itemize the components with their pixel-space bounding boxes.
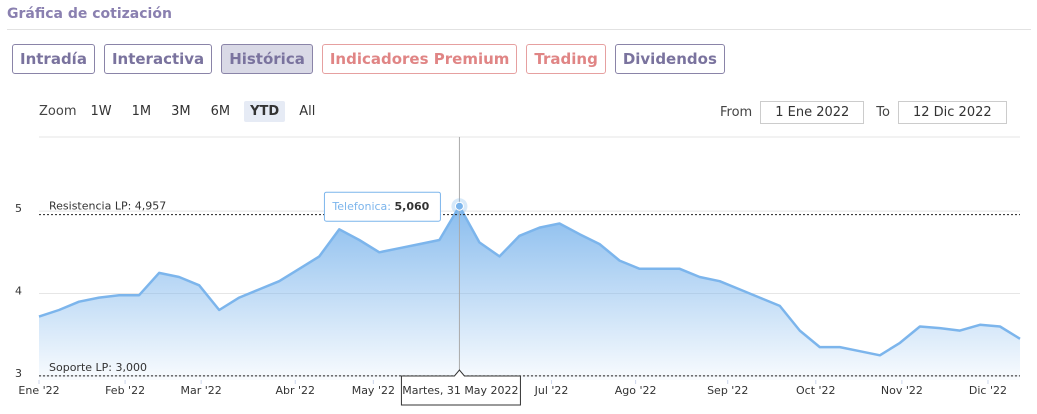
to-input[interactable]: 12 Dic 2022 <box>897 101 1007 124</box>
tab[interactable]: Intradía <box>12 44 95 74</box>
tooltip-series: Telefonica <box>331 200 387 213</box>
tooltip-value: 5,060 <box>395 200 430 213</box>
zoom-label: Zoom <box>39 104 77 119</box>
zoom-button[interactable]: 1W <box>90 104 112 119</box>
plot-line-label: Resistencia LP: 4,957 <box>49 200 166 213</box>
x-tick-label: Dic '22 <box>969 384 1007 397</box>
y-tick-label: 5 <box>15 202 22 215</box>
x-tick-label: Ago '22 <box>615 384 657 397</box>
area <box>39 206 1020 380</box>
tooltip-text: Telefonica: 5,060 <box>331 200 429 213</box>
y-tick-label: 4 <box>15 285 22 298</box>
x-tick-label: Oct '22 <box>796 384 836 397</box>
tooltip-sep: : <box>387 200 394 213</box>
zoom-button[interactable]: 6M <box>210 104 231 119</box>
plot-line-label: Soporte LP: 3,000 <box>49 361 147 374</box>
x-tick-label: Feb '22 <box>105 384 145 397</box>
date-range: From 1 Ene 2022 To 12 Dic 2022 <box>720 101 1019 124</box>
x-tick-label: Ene '22 <box>18 384 59 397</box>
zoom-button[interactable]: 1M <box>131 104 152 119</box>
tab[interactable]: Trading <box>526 44 606 74</box>
section-title: Gráfica de cotización <box>7 6 172 22</box>
x-tick-label: Abr '22 <box>275 384 315 397</box>
x-tick-label: Jul '22 <box>534 384 569 397</box>
from-input[interactable]: 1 Ene 2022 <box>760 101 865 124</box>
y-tick-label: 3 <box>15 367 22 380</box>
zoom-button[interactable]: 3M <box>171 104 191 119</box>
x-tick-label: Mar '22 <box>181 384 222 397</box>
tab[interactable]: Interactiva <box>103 44 213 74</box>
date-tooltip <box>400 369 521 406</box>
tab[interactable]: Dividendos <box>614 44 725 74</box>
zoom-bar: Zoom 1W 1M 3M 6M YTD All <box>39 101 321 122</box>
tab[interactable]: Indicadores Premium <box>321 44 518 74</box>
tooltip <box>323 191 441 222</box>
from-label: From <box>720 105 753 120</box>
to-label: To <box>876 105 890 120</box>
tabs: Intradía Interactiva Histórica Indicadores … <box>12 44 725 74</box>
line <box>38 204 1021 357</box>
zoom-button[interactable]: All <box>299 104 316 119</box>
x-tick-label: May '22 <box>352 384 395 397</box>
divider <box>7 29 1031 30</box>
point <box>454 201 464 211</box>
x-tick-label: Nov '22 <box>881 384 923 397</box>
date-tooltip-text: Martes, 31 May 2022 <box>402 384 518 397</box>
zoom-button[interactable]: YTD <box>244 101 286 122</box>
tab[interactable]: Histórica <box>221 44 313 74</box>
x-tick-label: Sep '22 <box>707 384 748 397</box>
